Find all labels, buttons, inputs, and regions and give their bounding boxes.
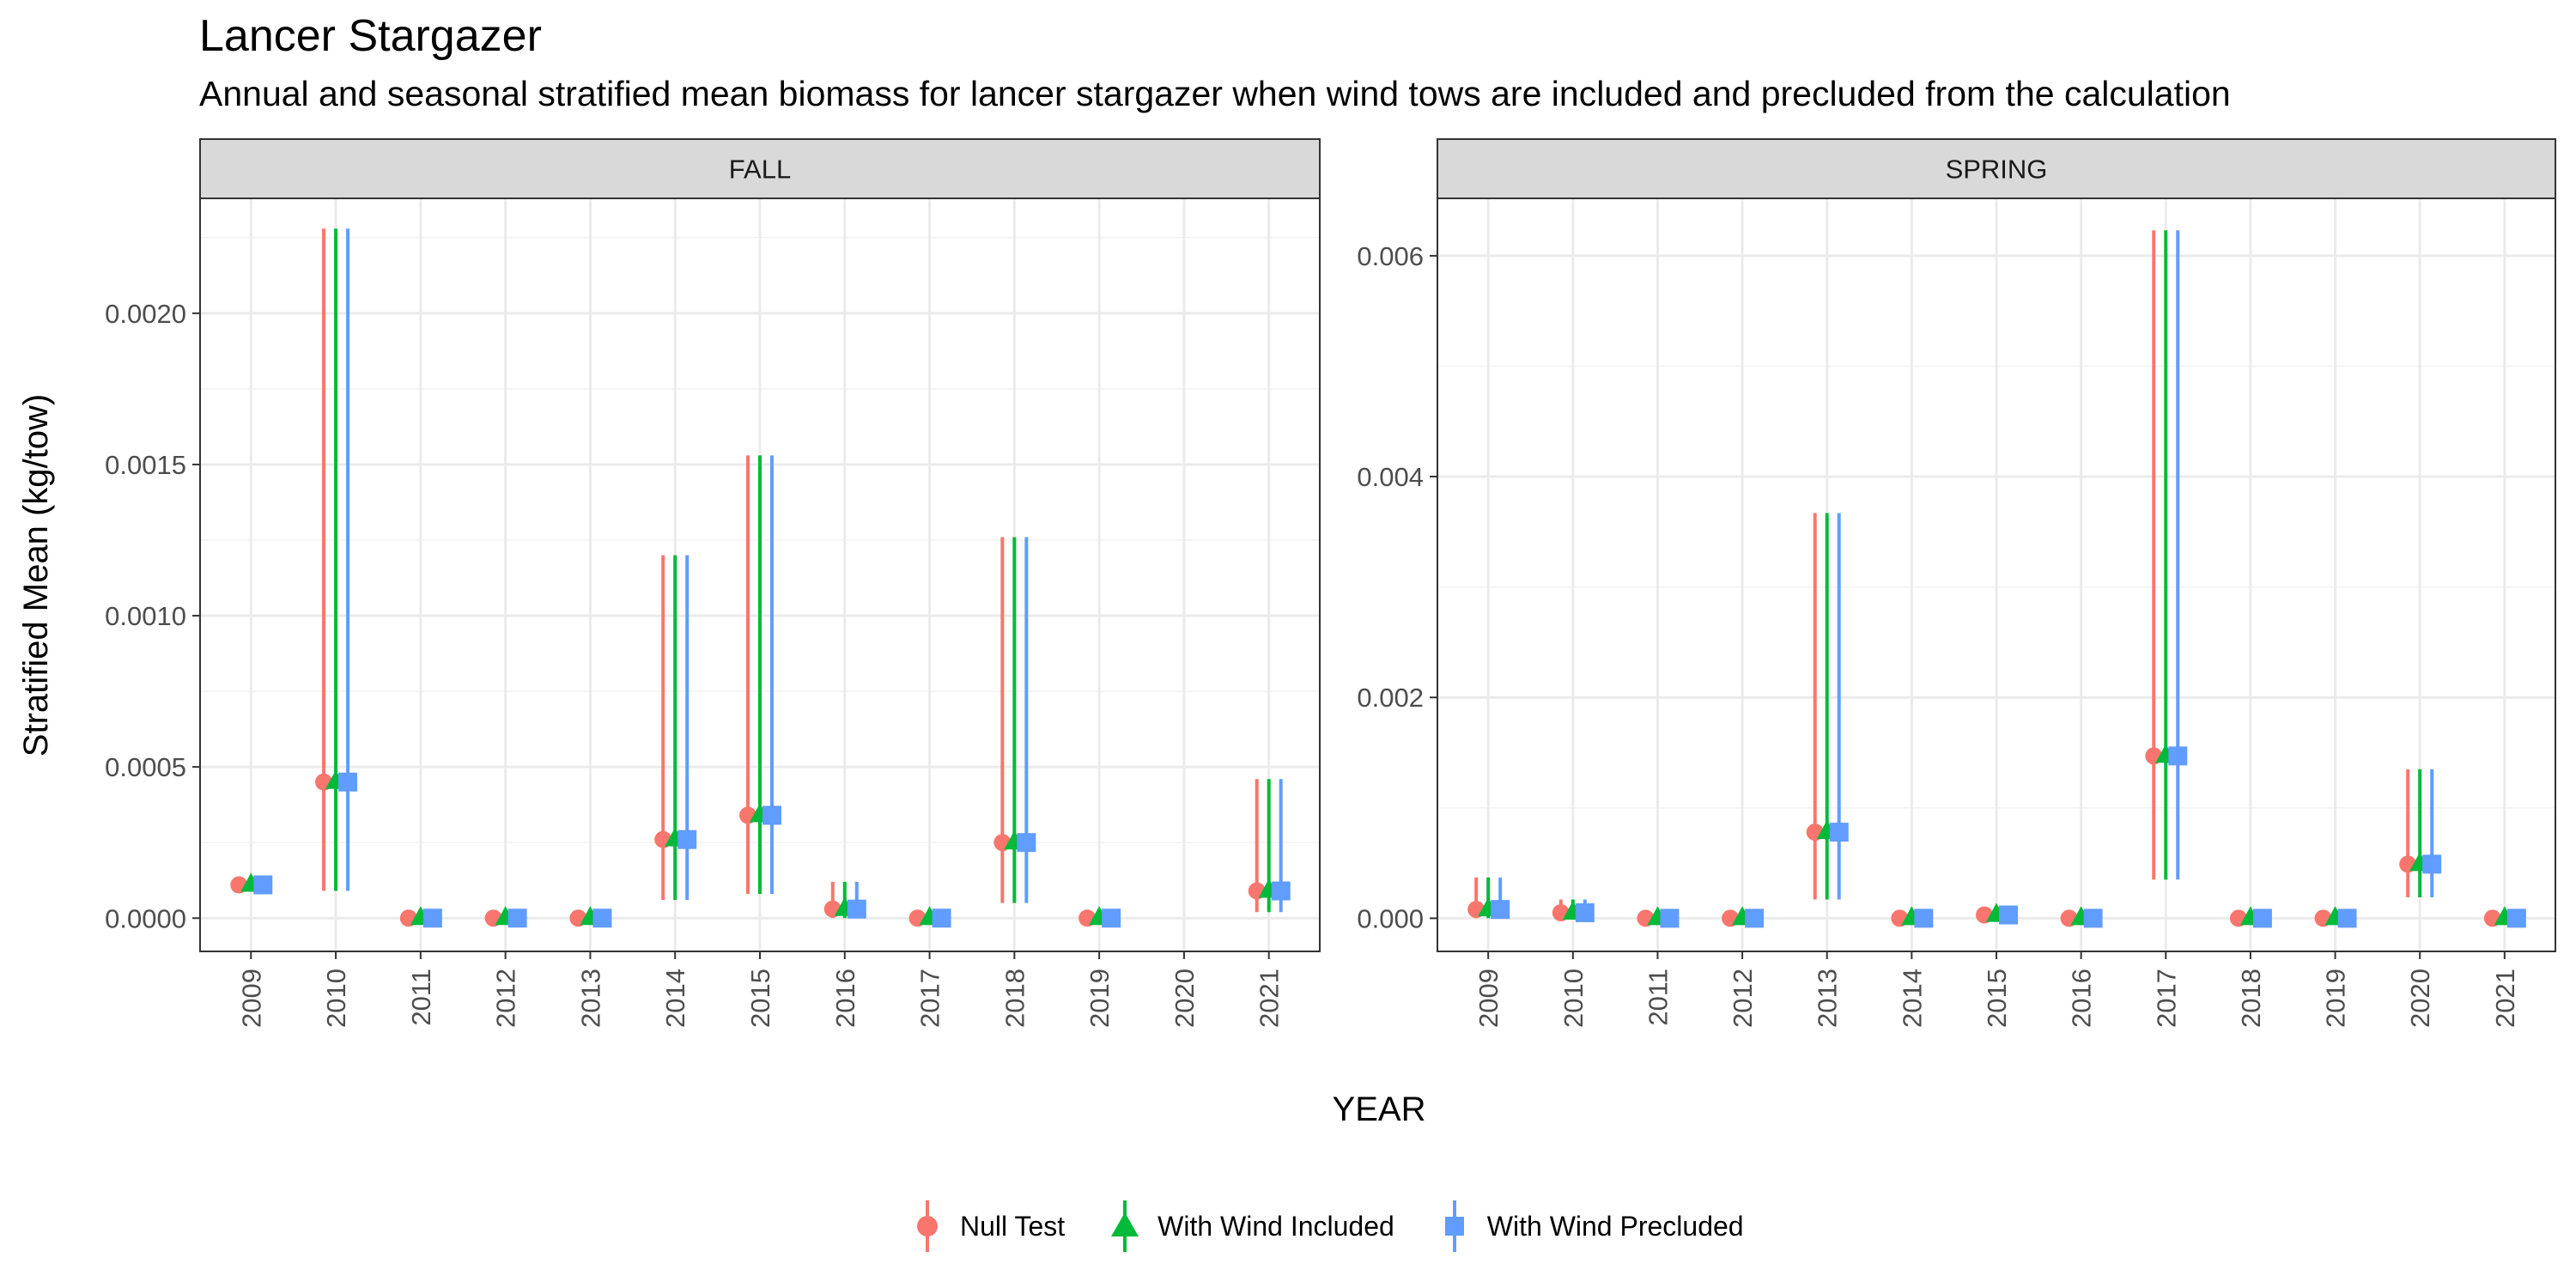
- y-tick-label: 0.002: [1357, 683, 1424, 713]
- x-axis-title: YEAR: [1333, 1091, 1426, 1128]
- panel-border: [199, 197, 1321, 952]
- point-with-wind-precluded-2013: [592, 908, 612, 928]
- facet-strip: [1437, 138, 2556, 199]
- y-tick-label: 0.0000: [105, 903, 186, 933]
- point-with-wind-precluded-2012: [1745, 908, 1765, 928]
- legend-key-circle-icon: [917, 1200, 938, 1252]
- point-with-wind-precluded-2012: [507, 908, 527, 928]
- legend-key-triangle-icon: [1111, 1200, 1139, 1252]
- x-tick-label: 2016: [830, 969, 860, 1028]
- point-with-wind-precluded-2015: [1999, 905, 2018, 925]
- point-with-wind-precluded-2017: [2168, 746, 2188, 766]
- x-tick-label: 2012: [1728, 969, 1758, 1028]
- x-tick-label: 2014: [660, 969, 690, 1028]
- facet-label-fall: FALL: [729, 155, 791, 185]
- y-tick-label: 0.0005: [105, 752, 186, 782]
- y-axis-title: Stratified Mean (kg/tow): [17, 394, 55, 756]
- y-tick-label: 0.006: [1357, 241, 1424, 271]
- point-with-wind-precluded-2019: [2337, 908, 2357, 928]
- legend-key-square-icon: [1444, 1200, 1464, 1252]
- x-tick-label: 2020: [2405, 969, 2435, 1028]
- point-with-wind-precluded-2021: [2506, 908, 2526, 928]
- point-with-wind-precluded-2009: [253, 875, 273, 895]
- x-tick-label: 2015: [1982, 969, 2012, 1028]
- point-with-wind-precluded-2010: [1575, 902, 1595, 922]
- y-tick-label: 0.004: [1357, 462, 1424, 492]
- point-with-wind-precluded-2014: [677, 829, 697, 849]
- legend-item-with-wind-included: With Wind Included: [1099, 1199, 1394, 1254]
- x-tick-label: 2020: [1170, 969, 1200, 1028]
- point-with-wind-precluded-2009: [1491, 900, 1510, 920]
- point-with-wind-precluded-2018: [1017, 833, 1036, 853]
- point-with-wind-precluded-2019: [1102, 908, 1121, 928]
- point-with-wind-precluded-2013: [1829, 823, 1849, 842]
- legend: Null Test With Wind Included With Wind P…: [902, 1199, 1778, 1254]
- legend-item-null-test: Null Test: [902, 1199, 1065, 1254]
- legend-item-with-wind-precluded: With Wind Precluded: [1429, 1199, 1744, 1254]
- point-with-wind-precluded-2015: [762, 805, 781, 825]
- x-tick-label: 2021: [2490, 969, 2520, 1028]
- x-tick-label: 2016: [2067, 969, 2097, 1028]
- x-tick-label: 2015: [745, 969, 775, 1028]
- y-tick-label: 0.0020: [105, 299, 186, 329]
- y-tick-label: 0.0010: [105, 601, 186, 631]
- x-tick-label: 2019: [1084, 969, 1115, 1028]
- y-tick-label: 0.0015: [105, 450, 186, 480]
- x-tick-label: 2009: [236, 969, 266, 1028]
- x-tick-label: 2017: [915, 969, 945, 1028]
- panel-border: [1437, 197, 2556, 952]
- x-tick-label: 2021: [1255, 969, 1285, 1028]
- x-tick-label: 2017: [2151, 969, 2181, 1028]
- x-tick-label: 2011: [406, 969, 436, 1026]
- facet-label-spring: SPRING: [1946, 155, 2048, 185]
- x-tick-label: 2009: [1473, 969, 1504, 1028]
- y-tick-label: 0.000: [1357, 903, 1424, 933]
- x-tick-label: 2011: [1643, 969, 1673, 1026]
- point-with-wind-precluded-2011: [1660, 908, 1680, 928]
- x-tick-label: 2012: [491, 969, 521, 1028]
- legend-label: With Wind Precluded: [1486, 1210, 1744, 1242]
- x-tick-label: 2019: [2321, 969, 2351, 1028]
- x-tick-label: 2013: [1813, 969, 1843, 1028]
- x-tick-label: 2018: [2236, 969, 2266, 1028]
- legend-label: Null Test: [960, 1210, 1066, 1242]
- x-tick-label: 2014: [1897, 969, 1927, 1028]
- point-with-wind-precluded-2011: [422, 908, 442, 928]
- legend-label: With Wind Included: [1157, 1210, 1394, 1242]
- point-with-wind-precluded-2010: [338, 772, 358, 792]
- point-with-wind-precluded-2017: [932, 908, 951, 928]
- chart-title: Lancer Stargazer: [199, 11, 542, 61]
- chart-subtitle: Annual and seasonal stratified mean biom…: [199, 74, 2231, 113]
- point-with-wind-precluded-2016: [847, 899, 866, 919]
- x-tick-label: 2010: [1558, 969, 1589, 1028]
- x-tick-label: 2018: [999, 969, 1030, 1028]
- point-with-wind-precluded-2014: [1914, 908, 1934, 928]
- x-tick-label: 2010: [321, 969, 351, 1028]
- point-with-wind-precluded-2018: [2252, 908, 2272, 928]
- x-tick-label: 2013: [575, 969, 605, 1028]
- point-with-wind-precluded-2021: [1271, 881, 1291, 901]
- point-with-wind-precluded-2016: [2083, 908, 2103, 928]
- point-with-wind-precluded-2020: [2422, 854, 2442, 874]
